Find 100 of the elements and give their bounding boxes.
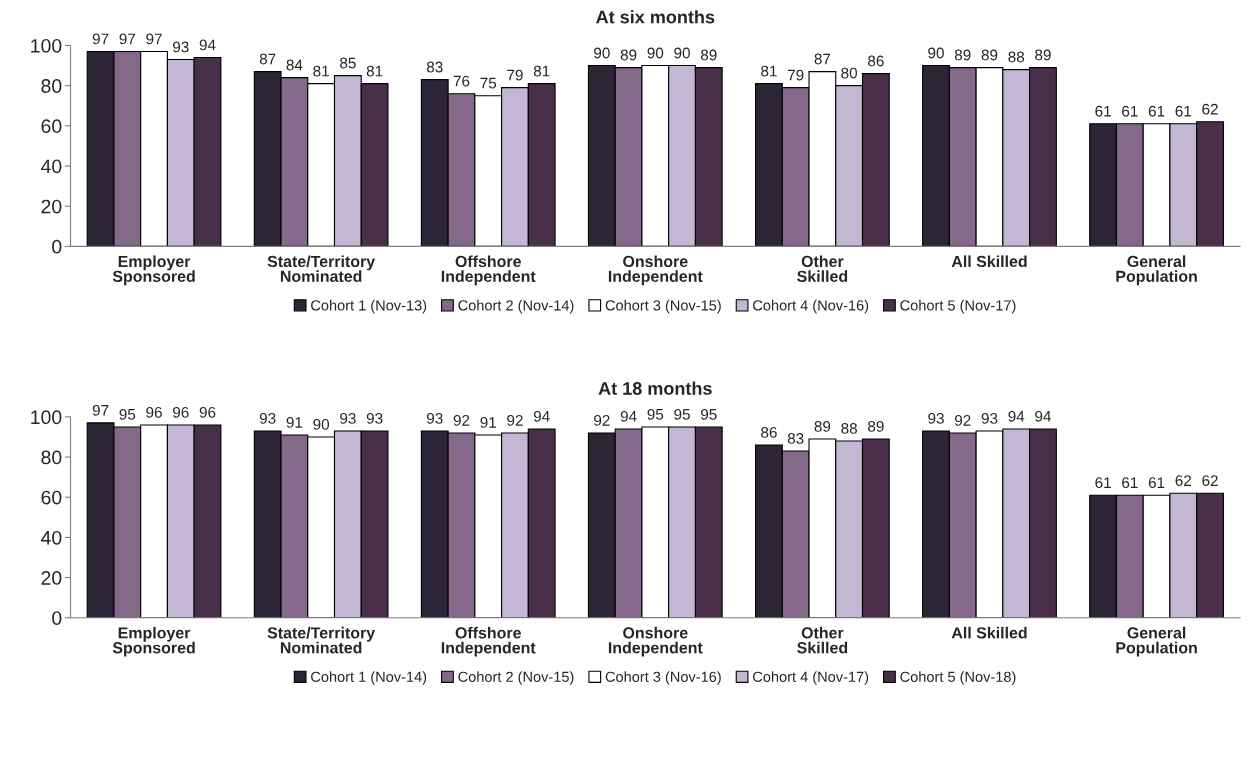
data-label: 89 xyxy=(700,49,717,61)
data-label: 95 xyxy=(647,408,664,420)
data-label: 86 xyxy=(761,427,777,438)
data-label: 61 xyxy=(1175,105,1192,117)
data-label: 93 xyxy=(366,412,383,424)
data-label: 89 xyxy=(954,49,971,61)
data-label: 79 xyxy=(787,69,804,81)
data-label: 92 xyxy=(594,414,610,426)
data-label: 92 xyxy=(507,414,523,426)
y-tick-label: 40 xyxy=(40,530,62,545)
x-tick-label: General Population xyxy=(1116,255,1197,286)
legend-label: Cohort 1 (Nov-13) xyxy=(311,299,427,314)
y-tick-label: 0 xyxy=(52,239,62,254)
x-tick-label: Offshore Independent xyxy=(441,626,536,657)
y-tick-label: 20 xyxy=(41,199,62,214)
data-label: 61 xyxy=(1122,477,1138,489)
x-tick-label: Employer Sponsored xyxy=(112,255,195,286)
x-tick-label: State/Territory Nominated xyxy=(267,255,376,282)
data-label: 96 xyxy=(173,406,189,418)
y-tick-label: 80 xyxy=(41,79,62,93)
data-label: 92 xyxy=(453,414,470,426)
data-label: 90 xyxy=(594,47,610,59)
data-label: 87 xyxy=(814,53,831,65)
data-label: 61 xyxy=(1148,477,1165,489)
data-label: 94 xyxy=(533,410,550,422)
y-tick-label: 20 xyxy=(41,571,62,585)
x-tick-label: Other Skilled xyxy=(797,255,848,282)
data-label: 83 xyxy=(787,433,804,444)
data-label: 96 xyxy=(199,406,216,418)
y-tick-label: 100 xyxy=(31,410,62,425)
data-label: 93 xyxy=(173,41,189,53)
x-tick-label: General Population xyxy=(1116,626,1197,657)
data-label: 90 xyxy=(647,47,664,59)
data-label: 90 xyxy=(928,47,944,59)
data-label: 89 xyxy=(814,420,831,432)
legend-label: Cohort 2 (Nov-14) xyxy=(458,299,574,314)
data-label: 97 xyxy=(92,33,109,45)
data-label: 61 xyxy=(1095,477,1111,489)
data-label: 85 xyxy=(340,57,356,69)
data-label: 90 xyxy=(674,47,690,59)
data-label: 62 xyxy=(1175,475,1192,487)
legend-label: Cohort 3 (Nov-15) xyxy=(605,299,721,314)
data-label: 91 xyxy=(286,416,303,428)
data-label: 81 xyxy=(313,65,329,77)
data-label: 93 xyxy=(426,412,443,424)
data-label: 87 xyxy=(259,53,276,65)
y-tick-label: 100 xyxy=(31,38,62,53)
data-label: 92 xyxy=(954,414,971,426)
data-label: 61 xyxy=(1122,105,1138,117)
chart-title: At 18 months xyxy=(598,381,712,395)
data-label: 95 xyxy=(674,408,690,420)
data-label: 97 xyxy=(119,33,136,45)
data-label: 89 xyxy=(868,420,884,432)
data-label: 81 xyxy=(761,65,777,77)
x-tick-label: Employer Sponsored xyxy=(112,626,195,657)
legend-label: Cohort 3 (Nov-16) xyxy=(605,671,721,685)
data-label: 62 xyxy=(1202,475,1218,487)
data-label: 80 xyxy=(841,67,858,79)
data-label: 90 xyxy=(313,418,330,430)
y-tick-label: 60 xyxy=(41,490,62,505)
legend-label: Cohort 5 (Nov-17) xyxy=(900,299,1016,314)
legend-label: Cohort 1 (Nov-14) xyxy=(311,671,427,685)
y-tick-label: 60 xyxy=(41,119,62,134)
data-label: 93 xyxy=(928,412,944,424)
x-tick-label: Offshore Independent xyxy=(441,255,536,286)
data-label: 88 xyxy=(841,423,857,434)
data-label: 94 xyxy=(1035,410,1051,422)
data-label: 83 xyxy=(426,61,443,73)
data-label: 84 xyxy=(286,59,303,71)
legend-label: Cohort 5 (Nov-18) xyxy=(900,671,1016,685)
legend-label: Cohort 4 (Nov-16) xyxy=(753,299,869,314)
legend-label: Cohort 4 (Nov-17) xyxy=(753,671,869,685)
data-label: 94 xyxy=(620,410,637,422)
data-label: 93 xyxy=(259,412,276,424)
data-label: 95 xyxy=(701,408,717,420)
data-label: 93 xyxy=(340,412,356,424)
data-label: 79 xyxy=(507,69,523,81)
data-label: 97 xyxy=(92,404,109,416)
x-tick-label: All Skilled xyxy=(951,626,1027,639)
data-label: 91 xyxy=(480,416,496,428)
x-tick-label: All Skilled xyxy=(951,255,1027,268)
data-label: 94 xyxy=(199,39,216,51)
data-label: 89 xyxy=(620,49,637,61)
data-label: 89 xyxy=(981,49,998,61)
x-tick-label: Onshore Independent xyxy=(608,255,703,286)
data-label: 94 xyxy=(1008,410,1025,422)
data-label: 88 xyxy=(1008,51,1025,63)
data-label: 89 xyxy=(1035,49,1051,61)
data-label: 81 xyxy=(533,65,550,77)
data-label: 76 xyxy=(453,75,470,87)
chart-title: At six months xyxy=(596,10,715,24)
data-label: 75 xyxy=(480,77,497,89)
x-tick-label: State/Territory Nominated xyxy=(267,626,376,654)
data-label: 93 xyxy=(981,412,998,424)
data-label: 62 xyxy=(1202,103,1218,115)
data-label: 95 xyxy=(119,408,136,420)
data-label: 97 xyxy=(146,33,162,45)
x-tick-label: Other Skilled xyxy=(797,626,848,654)
y-tick-label: 80 xyxy=(41,450,62,465)
data-label: 96 xyxy=(146,406,162,418)
